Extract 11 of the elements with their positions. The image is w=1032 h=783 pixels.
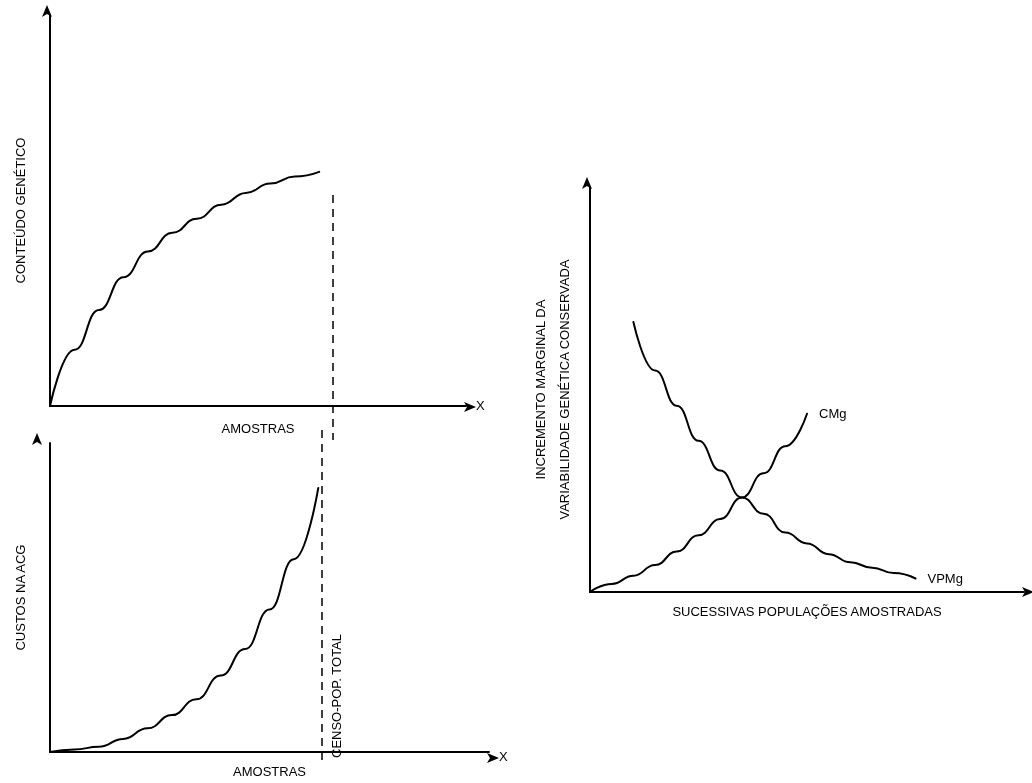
y-axis-title: CUSTOS NA ACG [12,544,28,651]
series-label: VPMg [927,571,963,586]
series-label: CMg [819,406,847,422]
text: X [476,398,485,413]
y-axis-title: CONTEÚDO GENÉTICO [12,137,28,284]
y-axis-title: INCREMENTO MARGINAL DA VARIABILIDADE GENÉTICA CONSERVADA [532,259,572,520]
x-axis-title: SUCESSIVAS POPULAÇÕES AMOSTRADAS [672,603,942,619]
x-axis-title: AMOSTRAS [221,421,295,436]
annotation: CENSO-POP. TOTAL [329,633,344,758]
text: X [499,749,508,764]
x-axis-title: AMOSTRAS [233,764,307,779]
